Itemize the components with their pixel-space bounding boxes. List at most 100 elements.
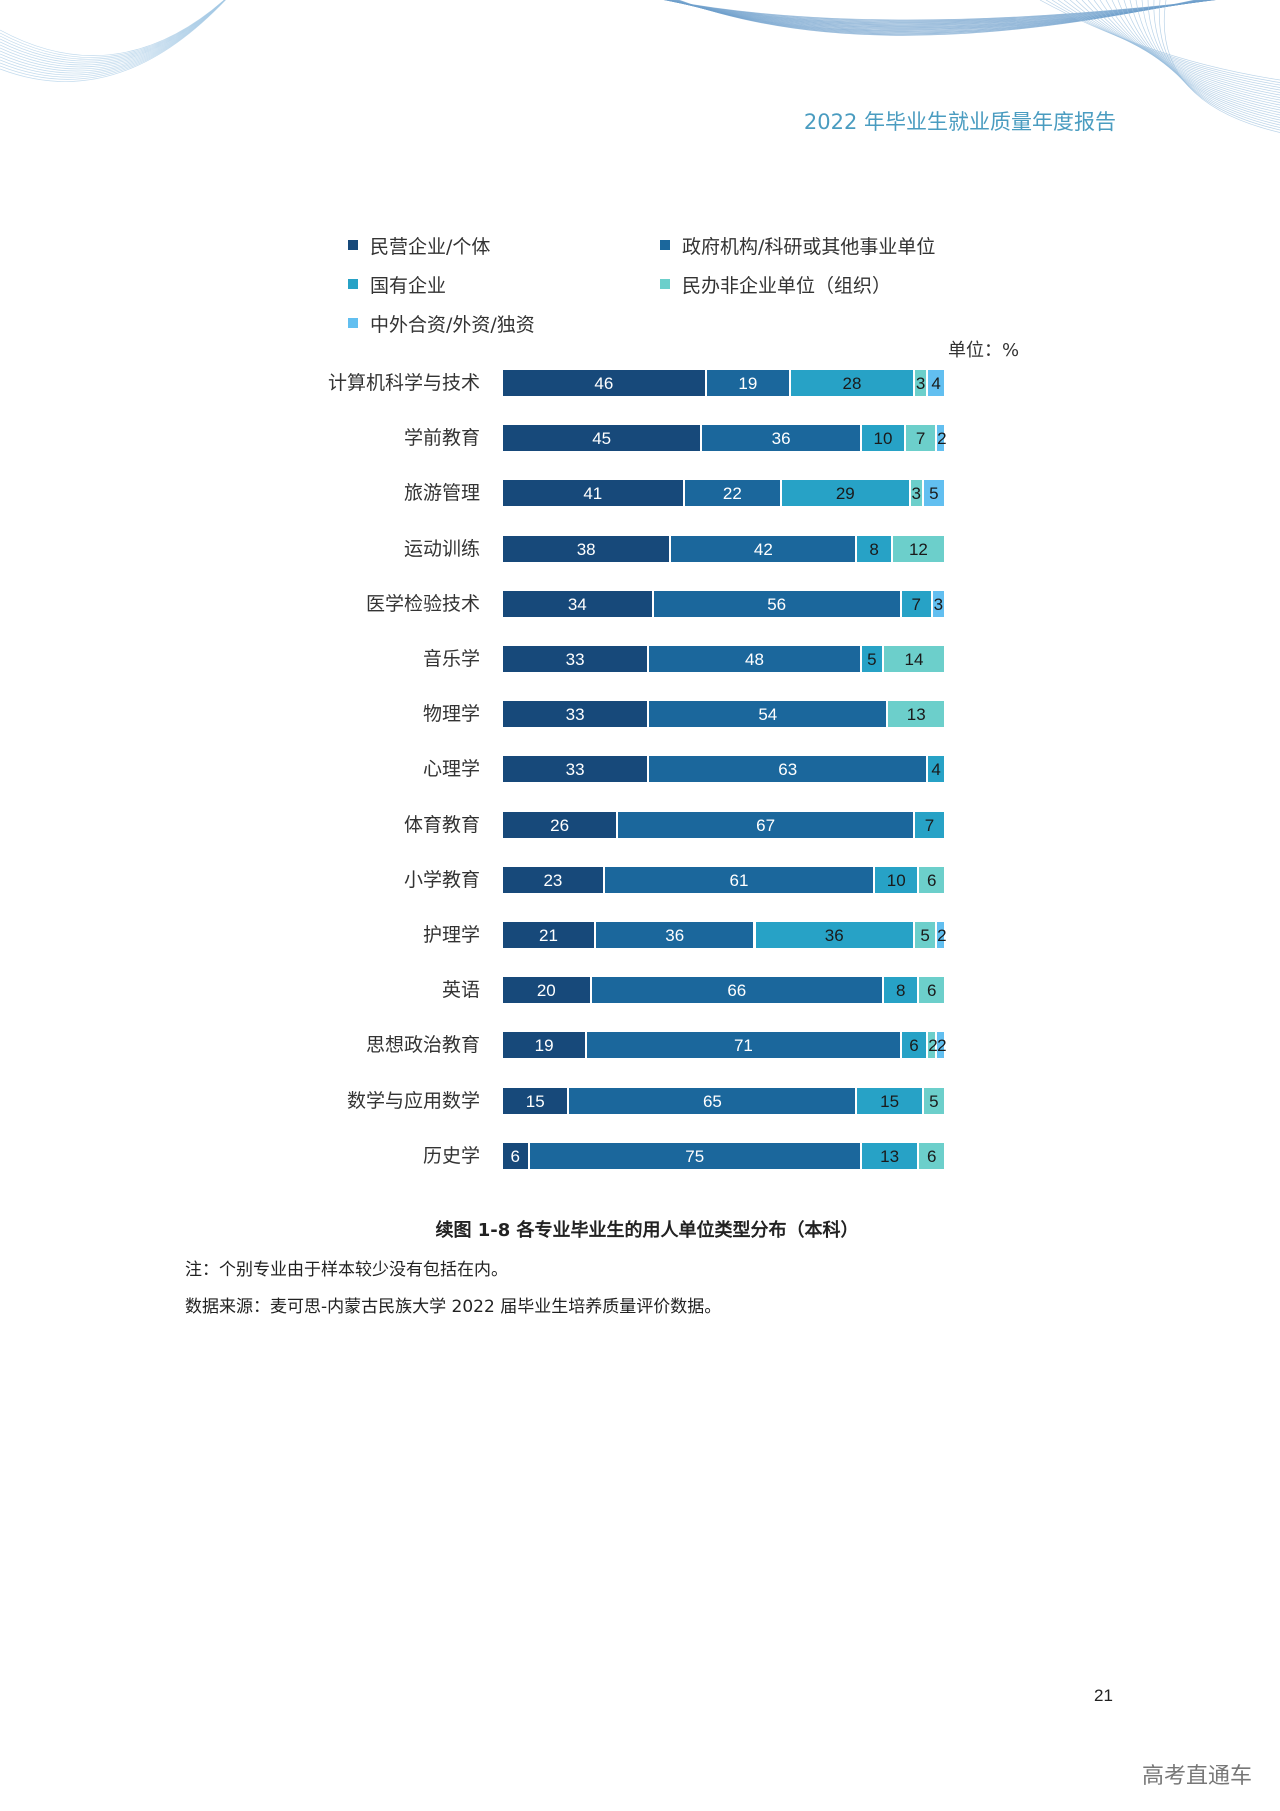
bar-segment: 19 — [706, 370, 791, 396]
bar-segment: 12 — [892, 535, 946, 562]
data-label: 22 — [722, 484, 742, 504]
bar-segment: 36 — [755, 922, 915, 948]
bar-segment: 4 — [928, 370, 946, 396]
data-label: 19 — [738, 374, 758, 393]
bar-segment: 29 — [782, 480, 911, 507]
data-label: 26 — [550, 815, 570, 835]
legend-item: 国有企业 — [348, 271, 446, 297]
data-label: 3 — [915, 374, 926, 393]
data-label: 6 — [926, 1146, 937, 1166]
category-label: 音乐学 — [422, 648, 480, 670]
bar-segment: 5 — [914, 922, 938, 948]
bar-segment: 10 — [861, 425, 907, 452]
bar-segment: 6 — [919, 977, 946, 1004]
data-label: 36 — [771, 429, 791, 449]
bar-segment: 13 — [861, 1142, 920, 1169]
data-label: 21 — [539, 926, 558, 945]
bar-segment: 22 — [684, 480, 783, 507]
legend-swatch — [348, 279, 358, 289]
category-label: 运动训练 — [403, 537, 480, 560]
data-label: 15 — [525, 1091, 545, 1111]
bar-segment: 36 — [702, 425, 862, 452]
data-label: 3 — [911, 484, 921, 504]
decorative-wave-lines — [0, 0, 1280, 133]
data-label: 4 — [931, 760, 941, 780]
legend-swatch — [660, 279, 670, 289]
category-label: 心理学 — [422, 758, 480, 781]
bar-segment: 6 — [503, 1142, 530, 1169]
data-label: 5 — [867, 650, 877, 669]
bar-segment: 14 — [883, 646, 946, 672]
category-label: 学前教育 — [403, 427, 480, 450]
bar-segment: 6 — [901, 1032, 929, 1059]
bar-segment: 28 — [790, 370, 915, 396]
category-label: 历史学 — [422, 1144, 480, 1167]
category-label: 护理学 — [422, 924, 480, 946]
data-label: 41 — [583, 484, 603, 504]
bar-segment: 3 — [914, 370, 929, 396]
bar-segment: 45 — [503, 425, 703, 452]
data-label: 2 — [937, 926, 947, 945]
bar-segment: 19 — [503, 1032, 588, 1059]
data-label: 46 — [594, 374, 614, 393]
data-label: 54 — [758, 705, 778, 725]
bar-segment: 26 — [503, 811, 619, 838]
data-label: 5 — [929, 1091, 939, 1111]
data-label: 38 — [576, 539, 596, 559]
source-text: 数据来源：麦可思-内蒙古民族大学 2022 届毕业生培养质量评价数据。 — [185, 1297, 722, 1317]
data-label: 10 — [873, 429, 893, 449]
data-label: 5 — [929, 484, 939, 504]
data-label: 67 — [756, 815, 776, 835]
report-header-title: 2022 年毕业生就业质量年度报告 — [803, 110, 1116, 134]
bar-segment: 67 — [618, 811, 915, 838]
category-label: 小学教育 — [403, 868, 480, 891]
data-label: 61 — [729, 870, 749, 890]
data-label: 56 — [767, 594, 787, 614]
bar-segment: 61 — [604, 866, 876, 893]
data-label: 2 — [928, 1036, 938, 1056]
bar-segment: 20 — [503, 977, 592, 1004]
bar-segment: 2 — [937, 1032, 947, 1059]
legend-swatch — [348, 240, 358, 250]
bar-segment: 21 — [503, 922, 597, 948]
data-label: 33 — [565, 705, 585, 725]
bar-segment: 23 — [503, 866, 605, 893]
category-label: 英语 — [441, 979, 480, 1002]
data-label: 7 — [915, 429, 926, 449]
data-label: 8 — [869, 539, 879, 559]
legend-label: 民营企业/个体 — [370, 235, 491, 258]
bar-segment: 13 — [888, 701, 946, 728]
data-label: 48 — [745, 650, 764, 669]
data-label: 2 — [937, 429, 947, 449]
bar-segment: 48 — [649, 646, 862, 672]
bar-segment: 2 — [937, 922, 947, 948]
category-label: 计算机科学与技术 — [327, 372, 480, 394]
data-label: 36 — [824, 926, 844, 945]
data-label: 19 — [534, 1036, 554, 1056]
data-label: 23 — [543, 870, 563, 890]
data-label: 6 — [510, 1146, 521, 1166]
data-label: 63 — [778, 760, 798, 780]
bar-segment: 8 — [883, 977, 920, 1004]
data-label: 6 — [909, 1036, 919, 1056]
bar-segment: 33 — [503, 756, 650, 783]
legend-item: 中外合资/外资/独资 — [348, 310, 535, 336]
bar-segment: 3 — [910, 480, 924, 507]
data-label: 5 — [920, 926, 930, 945]
data-label: 6 — [926, 981, 937, 1001]
data-label: 20 — [536, 981, 556, 1001]
data-label: 36 — [665, 926, 685, 945]
bar-segment: 3 — [932, 590, 946, 617]
bar-segment: 33 — [503, 701, 650, 728]
legend-label: 政府机构/科研或其他事业单位 — [682, 235, 936, 258]
data-label: 33 — [565, 760, 585, 780]
bar-segment: 34 — [503, 590, 654, 617]
data-label: 28 — [842, 374, 862, 393]
figure-caption: 续图 1-8 各专业毕业生的用人单位类型分布（本科） — [435, 1220, 859, 1241]
legend-item: 政府机构/科研或其他事业单位 — [660, 232, 935, 258]
bar-segment: 5 — [861, 646, 884, 672]
bar-segment: 2 — [928, 1032, 938, 1059]
data-label: 8 — [895, 981, 906, 1001]
category-label: 医学检验技术 — [365, 592, 480, 615]
bar-segment: 41 — [503, 480, 685, 507]
